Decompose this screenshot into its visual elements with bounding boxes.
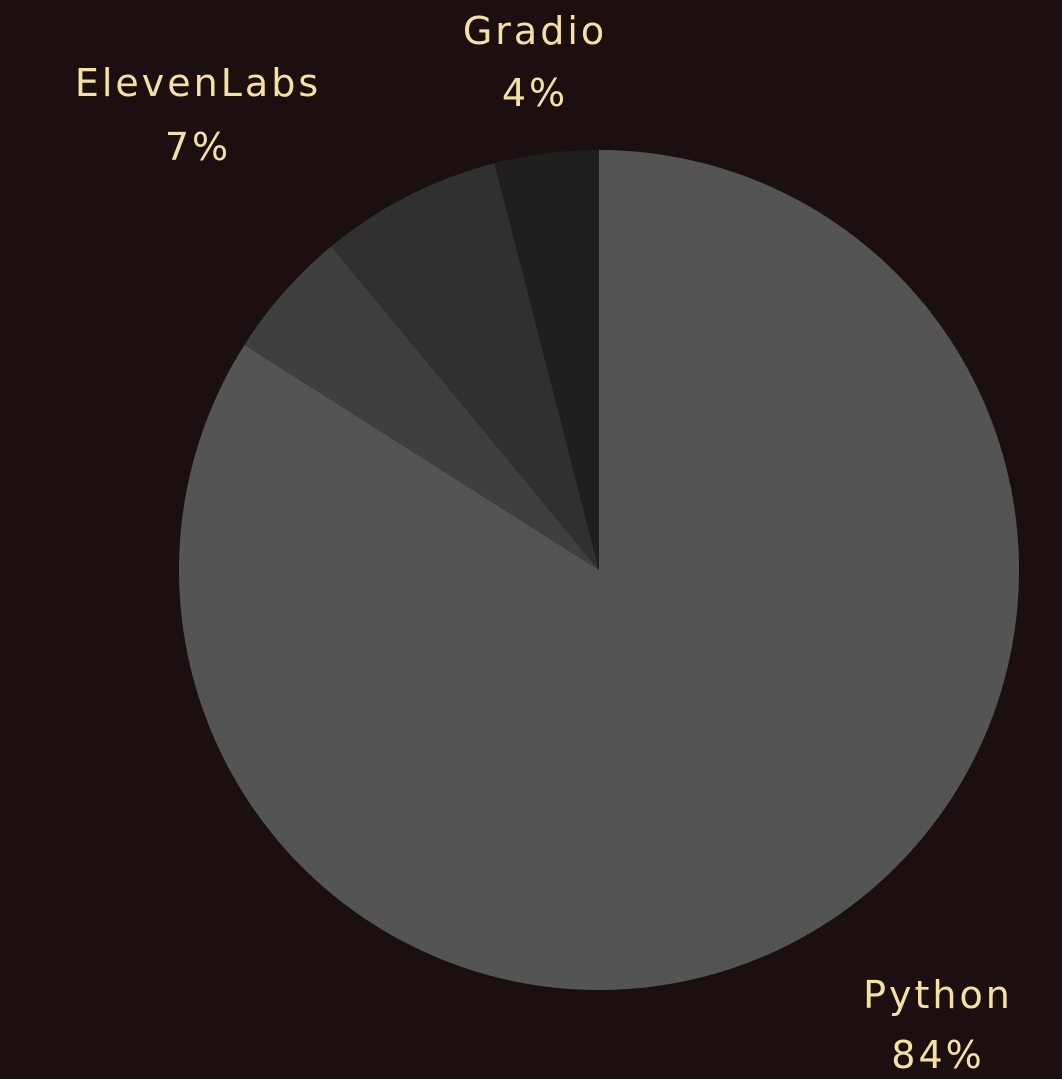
pie-slice-elevenlabs — [331, 163, 599, 570]
slice-label-elevenlabs: ElevenLabs — [75, 61, 321, 105]
slice-percent-gradio: 4% — [502, 71, 568, 115]
pie-slice-unlabeled — [244, 246, 600, 570]
slice-percent-elevenlabs: 7% — [165, 125, 231, 169]
pie-slice-gradio — [494, 150, 599, 570]
pie-labels: Python 84% ElevenLabs 7% Gradio 4% — [75, 9, 1013, 1077]
pie-slices — [179, 150, 1020, 990]
slice-label-gradio: Gradio — [463, 9, 607, 53]
slice-percent-python: 84% — [891, 1033, 984, 1077]
slice-label-python: Python — [863, 973, 1013, 1017]
